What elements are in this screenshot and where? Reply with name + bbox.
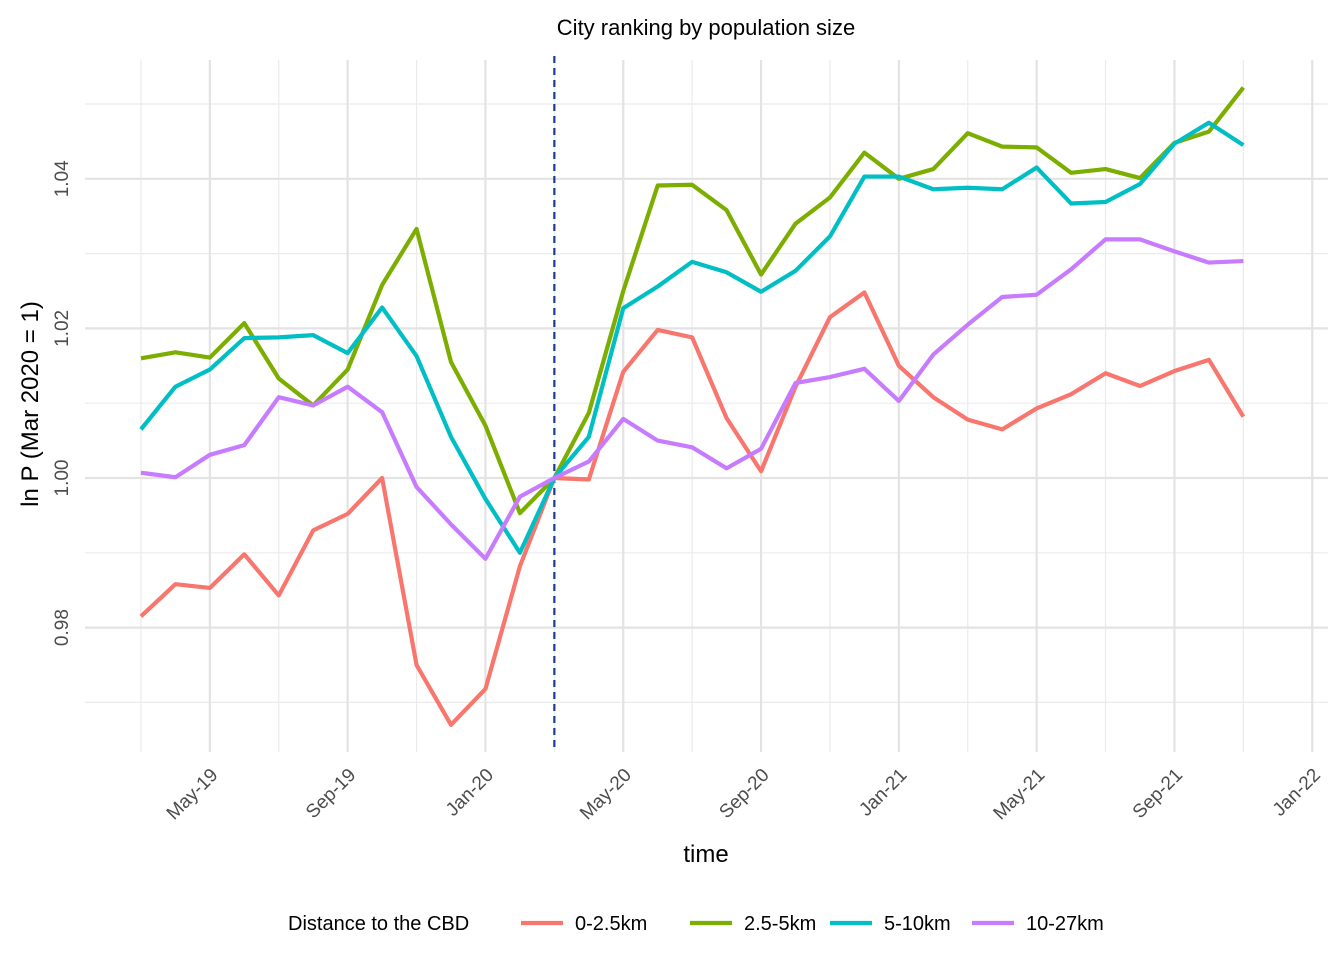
x-tick-label-5: Jan-21 — [855, 765, 911, 821]
legend-title: Distance to the CBD — [288, 913, 469, 935]
legend: Distance to the CBD 0-2.5km 2.5-5km 5-10km 1… — [288, 913, 1104, 935]
grid-major-lines — [85, 60, 1328, 752]
y-tick-label-0: 0.98 — [52, 609, 73, 646]
grid-minor-lines — [85, 60, 1328, 752]
series-line-0 — [139, 290, 1246, 727]
x-tick-label-3: May-20 — [576, 765, 636, 825]
series-line-3 — [140, 237, 1244, 561]
x-tick-label-8: Jan-22 — [1269, 765, 1325, 821]
x-tick-label-1: Sep-19 — [302, 765, 360, 823]
x-tick-label-2: Jan-20 — [442, 765, 498, 821]
y-axis-label: ln P (Mar 2020 = 1) — [17, 301, 44, 507]
legend-label-0: 0-2.5km — [575, 913, 647, 935]
x-tick-label-0: May-19 — [163, 765, 223, 825]
x-axis-label: time — [683, 841, 728, 868]
legend-label-3: 10-27km — [1026, 913, 1104, 935]
x-tick-label-4: Sep-20 — [715, 765, 773, 823]
series-line-1 — [140, 86, 1246, 516]
series-line-2 — [139, 120, 1245, 555]
y-tick-label-2: 1.02 — [52, 310, 73, 347]
y-tick-label-3: 1.04 — [52, 160, 73, 197]
legend-label-1: 2.5-5km — [744, 913, 816, 935]
y-tick-label-1: 1.00 — [52, 460, 73, 497]
chart-title: City ranking by population size — [557, 15, 855, 40]
series-lines — [139, 86, 1246, 727]
x-axis-tick-labels: May-19 Sep-19 Jan-20 May-20 Sep-20 Jan-21 May-… — [163, 765, 1325, 825]
x-tick-label-7: Sep-21 — [1129, 765, 1187, 823]
legend-label-2: 5-10km — [884, 913, 951, 935]
x-tick-label-6: May-21 — [990, 765, 1050, 825]
y-axis-tick-labels: 0.98 1.00 1.02 1.04 — [52, 160, 73, 646]
